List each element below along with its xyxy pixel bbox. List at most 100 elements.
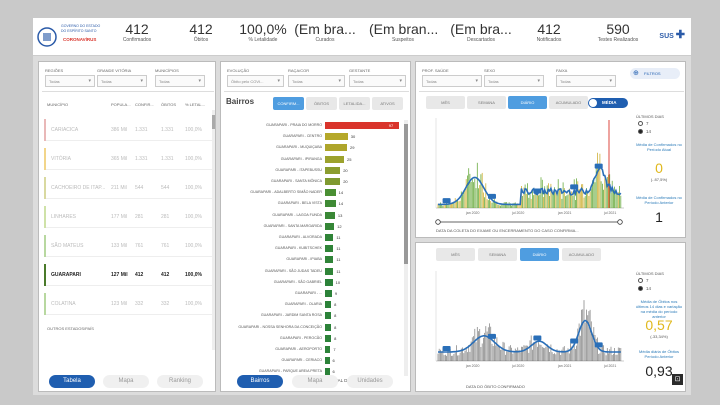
bairro-bar[interactable] bbox=[325, 357, 330, 365]
column-header[interactable]: % LETAL... bbox=[185, 102, 205, 107]
bairro-bar[interactable] bbox=[325, 267, 334, 275]
tab-bitos[interactable]: ÓBITOS bbox=[306, 97, 337, 110]
tab-acumulado[interactable]: ACUMULADO bbox=[562, 248, 601, 261]
more-filters-button[interactable]: ⊕ FILTROS bbox=[630, 68, 680, 79]
media-toggle[interactable]: MÉDIA bbox=[588, 98, 628, 108]
tab-dirio[interactable]: DIÁRIO bbox=[508, 96, 547, 109]
bar-label: GUARAPARI - IPIRANGA bbox=[280, 156, 322, 161]
column-header[interactable]: CONFIR... bbox=[135, 102, 154, 107]
bairro-bar[interactable] bbox=[325, 323, 332, 331]
radio-circle-icon bbox=[638, 121, 643, 127]
bairro-bar[interactable] bbox=[325, 166, 341, 174]
expand-icon[interactable]: ⊡ bbox=[672, 374, 683, 385]
table-row[interactable]: SÃO MATEUS 133 Mil 761 761 100,0% bbox=[44, 235, 212, 257]
bars-scrollbar[interactable] bbox=[404, 120, 408, 376]
table-cell: COLATINA bbox=[51, 301, 76, 307]
bar-label: GUARAPARI - ADALBERTO SIMÃO NADER bbox=[250, 190, 322, 195]
bairros-panel: EVOLUÇÃO Óbito pelo COVI... RAÇA/COR Todas G… bbox=[220, 61, 411, 392]
radio-option-7[interactable]: 7 bbox=[638, 278, 649, 284]
bairro-bar[interactable] bbox=[325, 256, 334, 264]
average-marker bbox=[570, 338, 579, 344]
bairro-bar[interactable] bbox=[325, 278, 333, 286]
unidades-button[interactable]: Unidades bbox=[347, 375, 393, 388]
slider-start-handle[interactable] bbox=[435, 219, 441, 225]
filter-dropdown[interactable]: Todas bbox=[97, 75, 147, 87]
government-logo bbox=[37, 27, 57, 47]
bar-label: GUARAPARI - ITAPEBUSSU bbox=[275, 167, 322, 172]
sus-logo: SUS ✚ bbox=[659, 29, 685, 41]
bairros-button[interactable]: Bairros bbox=[237, 375, 283, 388]
radio-option-7[interactable]: 7 bbox=[638, 121, 649, 127]
table-row[interactable]: VITÓRIA 365 Mil 1.331 1.331 100,0% bbox=[44, 148, 212, 170]
column-header[interactable]: POPULA... bbox=[111, 102, 131, 107]
x-tick-label: jul 2020 bbox=[511, 364, 524, 368]
bairro-bar[interactable] bbox=[325, 346, 331, 353]
bairro-bar[interactable] bbox=[325, 301, 332, 309]
ranking-button[interactable]: Ranking bbox=[157, 375, 203, 388]
mapa-button[interactable]: Mapa bbox=[103, 375, 149, 388]
bairro-bar[interactable] bbox=[325, 122, 399, 129]
bairro-bar[interactable] bbox=[325, 133, 348, 141]
table-scrollbar[interactable] bbox=[212, 110, 215, 350]
bairro-bar[interactable] bbox=[325, 211, 335, 219]
filter-label: RAÇA/COR bbox=[288, 68, 310, 73]
tab-ms[interactable]: MÊS bbox=[436, 248, 475, 261]
bairro-bar[interactable] bbox=[325, 144, 348, 152]
filter-dropdown[interactable]: Todas bbox=[484, 75, 544, 87]
bar-label: GUARAPARI - CERIACO bbox=[281, 358, 322, 363]
bairro-bar[interactable] bbox=[325, 189, 336, 197]
bar-label: GUARAPARI - SANTA MARGARIDA bbox=[263, 223, 322, 228]
bairro-bar[interactable] bbox=[325, 200, 336, 208]
bairro-bar[interactable] bbox=[325, 245, 334, 253]
filter-dropdown[interactable]: Todas bbox=[45, 75, 95, 87]
tab-dirio[interactable]: DIÁRIO bbox=[520, 248, 559, 261]
filter-dropdown[interactable]: Todas bbox=[556, 75, 616, 87]
bairro-bar[interactable] bbox=[325, 368, 330, 376]
tab-acumulado[interactable]: ACUMULADO bbox=[549, 96, 588, 109]
radio-option-14[interactable]: 14 bbox=[638, 129, 651, 135]
tab-ativos[interactable]: ATIVOS bbox=[372, 97, 403, 110]
table-row[interactable]: LINHARES 177 Mil 281 281 100,0% bbox=[44, 206, 212, 228]
x-tick-label: jan 2020 bbox=[465, 364, 479, 368]
tabela-button[interactable]: Tabela bbox=[49, 375, 95, 388]
table-cell: 1.331 bbox=[135, 156, 148, 162]
bairro-bar[interactable] bbox=[325, 334, 332, 342]
column-header[interactable]: MUNICÍPIO bbox=[47, 102, 69, 107]
table-cell: 100,0% bbox=[185, 127, 202, 133]
bar-label: GUARAPARI - BELA VISTA bbox=[277, 201, 322, 206]
bar-label: GUARAPARI - OLARIA bbox=[284, 302, 322, 307]
column-header[interactable]: ÓBITOS bbox=[161, 102, 177, 107]
tab-semana[interactable]: SEMANA bbox=[467, 96, 506, 109]
x-tick-label: jul 2020 bbox=[511, 211, 524, 215]
filter-dropdown[interactable]: Todas bbox=[155, 75, 205, 87]
filter-dropdown[interactable]: Óbito pelo COVI... bbox=[227, 75, 284, 87]
municipios-panel: REGIÕESTodasGRANDE VITÓRIATodasMUNICÍPIO… bbox=[38, 61, 216, 392]
row-color-marker bbox=[44, 177, 46, 199]
table-row[interactable]: CACHOEIRO DE ITAP... 211 Mil 544 544 100,0% bbox=[44, 177, 212, 199]
filter-dropdown[interactable]: Todas bbox=[288, 75, 345, 87]
bairro-bar[interactable] bbox=[325, 234, 334, 241]
bar-value: 7 bbox=[333, 347, 336, 352]
tab-semana[interactable]: SEMANA bbox=[478, 248, 517, 261]
kpi-notificados: 412 Notificados bbox=[515, 21, 583, 43]
slider-end-handle[interactable] bbox=[617, 219, 623, 225]
filter-dropdown[interactable]: Todas bbox=[422, 75, 482, 87]
filter-dropdown[interactable]: Todas bbox=[349, 75, 406, 87]
table-row[interactable]: COLATINA 123 Mil 332 332 100,0% bbox=[44, 293, 212, 315]
tab-confirm[interactable]: CONFIRM... bbox=[273, 97, 304, 110]
table-row[interactable]: CARIACICA 386 Mil 1.331 1.331 100,0% bbox=[44, 119, 212, 141]
table-row[interactable]: GUARAPARI 127 Mil 412 412 100,0% bbox=[44, 264, 212, 286]
table-cell: 332 bbox=[161, 301, 170, 307]
bairro-bar[interactable] bbox=[325, 290, 332, 297]
radio-option-14[interactable]: 14 bbox=[638, 286, 651, 292]
tab-ms[interactable]: MÊS bbox=[426, 96, 465, 109]
mapa-button[interactable]: Mapa bbox=[292, 375, 338, 388]
table-cell: 281 bbox=[161, 214, 170, 220]
bairro-bar[interactable] bbox=[325, 155, 344, 163]
bairro-bar[interactable] bbox=[325, 178, 341, 185]
bairro-bar[interactable] bbox=[325, 312, 332, 320]
tab-letalida[interactable]: LETALIDA... bbox=[339, 97, 370, 110]
bar-value: 6 bbox=[332, 358, 335, 364]
table-cell: 761 bbox=[135, 243, 144, 249]
bairro-bar[interactable] bbox=[325, 222, 335, 230]
